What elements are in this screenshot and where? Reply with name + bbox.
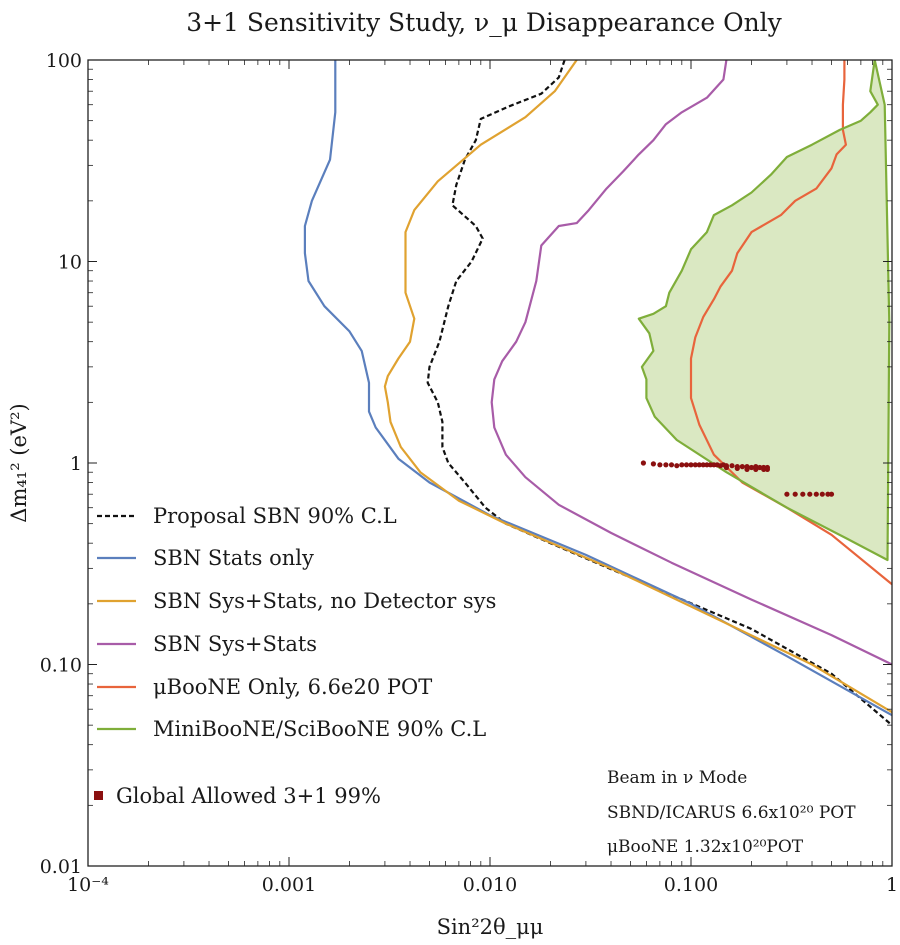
global-allowed-point [748,464,755,471]
legend-label-global-allowed: Global Allowed 3+1 99% [116,784,381,808]
global-allowed-point [688,462,694,468]
global-allowed-point [764,466,771,472]
legend-label-proposal-sbn-90-c-l: Proposal SBN 90% C.L [153,504,397,528]
curve-layer [303,60,892,727]
y-tick-label: 10 [58,252,82,274]
series-fill-miniboone-sciboone-90-c-l [638,60,890,560]
global-allowed-point [700,462,706,468]
y-axis-label: Δm₄₁² (eV²) [7,403,31,522]
global-allowed-point [729,463,735,469]
global-allowed-point [734,465,740,471]
global-allowed-point [692,462,698,468]
x-tick-label: 0.001 [262,874,316,896]
legend: Proposal SBN 90% C.L SBN Stats only SBN Sy… [94,504,496,808]
x-tick-label: 1 [886,874,898,896]
global-allowed-point [800,491,806,497]
fill-layer [638,60,890,560]
global-allowed-point [640,460,647,466]
global-allowed-point [807,491,813,497]
y-tick-label: 0.10 [40,655,82,677]
y-tick-label: 1 [70,453,82,475]
legend-label-sbn-stats-only: SBN Stats only [153,546,314,570]
y-tick-label: 0.01 [40,856,82,878]
series-line-sbn-stats-only [303,60,892,717]
global-allowed-point [650,461,657,467]
legend-swatch-global-allowed [94,791,103,800]
global-allowed-point [704,462,710,468]
global-allowed-point [668,462,675,468]
annotation-box: Beam in ν Mode SBND/ICARUS 6.6x10²⁰ POT … [607,768,856,857]
legend-label-boone-only-6-6e20-pot: μBooNE Only, 6.6e20 POT [153,675,432,699]
x-tick-label: 10⁻⁴ [67,874,109,896]
y-tick-label: 100 [46,50,82,72]
global-allowed-point [792,491,798,497]
legend-label-sbn-sys-stats-no-detector-sys: SBN Sys+Stats, no Detector sys [153,589,496,613]
annotation-beam: Beam in ν Mode [607,768,747,788]
global-allowed-point [723,464,730,471]
global-allowed-point [819,491,825,497]
global-allowed-point [663,462,669,468]
legend-label-miniboone-sciboone-90-c-l: MiniBooNE/SciBooNE 90% C.L [153,717,486,741]
global-allowed-point [813,491,819,497]
series-line-sbn-sys-stats-no-detector-sys [383,60,892,714]
global-allowed-point [761,466,767,472]
x-axis-label: Sin²2θ_μμ [437,915,544,939]
global-allowed-point [757,464,763,471]
global-allowed-point [753,466,759,472]
series-line-miniboone-sciboone-90-c-l [637,60,891,562]
x-tick-label: 0.010 [463,874,517,896]
global-allowed-points [640,460,835,497]
global-allowed-point [674,463,680,469]
global-allowed-point [784,491,790,497]
global-allowed-point [696,462,702,468]
legend-label-sbn-sys-stats: SBN Sys+Stats [153,632,317,656]
global-allowed-point [739,464,745,470]
chart-title: 3+1 Sensitivity Study, ν_μ Disappearance… [186,8,782,37]
annotation-uboone: μBooNE 1.32x10²⁰POT [607,837,804,857]
global-allowed-point [828,491,835,497]
tick-layer: 10⁻⁴ 0.001 0.010 0.100 1 0.01 0.10 1 10 100 [40,50,898,896]
global-allowed-point [825,491,831,497]
series-line-boone-only-6-6e20-pot [689,60,892,586]
annotation-sbnd: SBND/ICARUS 6.6x10²⁰ POT [607,803,856,823]
global-allowed-point [657,462,663,468]
global-allowed-point [744,466,750,472]
x-tick-label: 0.100 [664,874,718,896]
global-allowed-point [683,462,690,468]
series-line-sbn-sys-stats [490,60,892,666]
global-allowed-point [679,462,685,468]
